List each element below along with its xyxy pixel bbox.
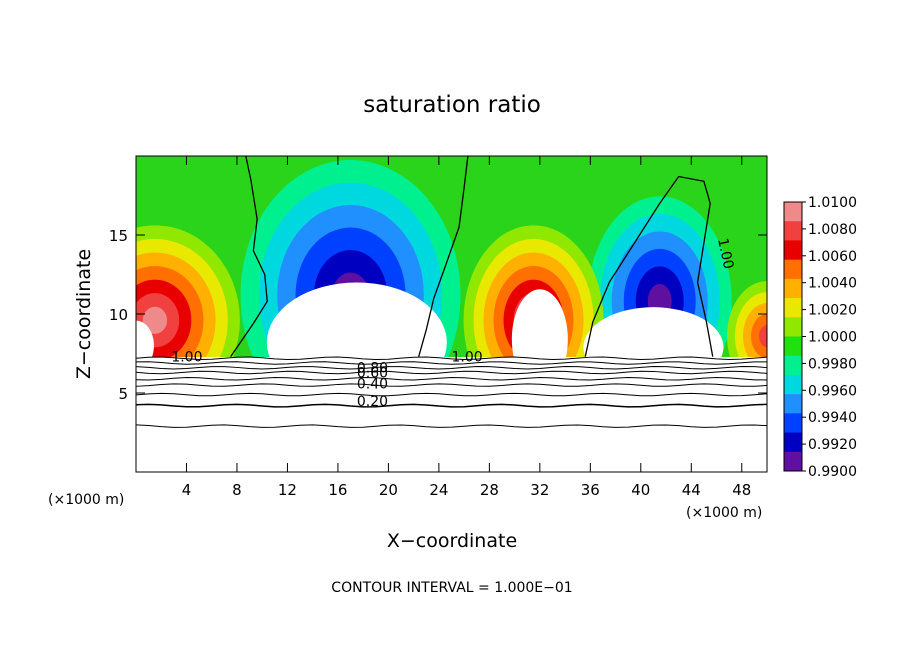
colorbar-tick-label: 1.0100 <box>808 195 857 211</box>
colorbar-swatch <box>784 317 802 337</box>
x-tick-label: 16 <box>328 481 347 499</box>
contour-line-lower <box>135 356 768 360</box>
colorbar-swatch <box>784 240 802 261</box>
colorbar-swatch <box>784 374 802 395</box>
moist-region-1-band <box>142 306 168 334</box>
contour-labels: 1.00 1.00 1.00 0.800.600.400.20 <box>171 237 736 410</box>
x-tick-label: 48 <box>732 481 751 499</box>
colorbar-swatch <box>784 259 802 280</box>
x-tick-label: 32 <box>530 481 549 499</box>
x-tick-label: 12 <box>278 481 297 499</box>
contour-line-1.00 <box>584 175 714 357</box>
colorbar-tick-label: 0.9920 <box>808 437 857 453</box>
contour-label: 0.20 <box>357 394 388 410</box>
chart-title: saturation ratio <box>363 92 541 118</box>
x-unit-left: (×1000 m) <box>48 492 124 508</box>
colorbar-tick-label: 0.9960 <box>808 383 857 399</box>
contour-line-lower <box>135 424 768 428</box>
contour-label: 1.00 <box>171 350 202 366</box>
colorbar: 1.0100 1.0080 1.0060 1.0040 1.0020 1.0000 0.99… <box>783 195 857 480</box>
contour-label: 0.40 <box>357 377 388 393</box>
y-tick-label: 5 <box>118 385 128 403</box>
saturation-field <box>136 156 767 472</box>
contour-interval-note: CONTOUR INTERVAL = 1.000E−01 <box>331 580 572 596</box>
colorbar-swatch <box>784 278 802 299</box>
x-unit-right: (×1000 m) <box>686 505 762 521</box>
y-tick-label: 10 <box>109 306 128 324</box>
colorbar-tick-label: 1.0040 <box>808 276 857 292</box>
colorbar-swatch <box>784 336 802 357</box>
colorbar-swatch <box>784 221 802 241</box>
contour-line-lower <box>135 403 768 408</box>
moist-region-3-band <box>759 325 767 348</box>
contour-line-lower <box>135 383 768 387</box>
x-tick-label: 28 <box>480 481 499 499</box>
y-tick-label: 15 <box>109 227 128 245</box>
contour-line-lower <box>135 392 768 397</box>
x-tick-label: 4 <box>182 481 192 499</box>
lower-region <box>136 357 767 472</box>
contour-label: 1.00 <box>452 350 483 366</box>
colorbar-swatch <box>784 394 802 414</box>
contour-line-1.00 <box>418 155 469 357</box>
colorbar-tick-label: 0.9980 <box>808 356 857 372</box>
colorbar-swatch <box>784 202 802 222</box>
contour-line-lower <box>135 370 768 375</box>
x-tick-label: 20 <box>379 481 398 499</box>
x-tick-label: 24 <box>429 481 448 499</box>
contour-label: 0.80 <box>357 361 388 377</box>
colorbar-tick-label: 0.9940 <box>808 410 857 426</box>
contour-line-lower <box>135 377 768 381</box>
colorbar-swatch <box>784 432 802 453</box>
contour-label: 1.00 <box>714 237 736 271</box>
contour-label: 0.60 <box>357 365 388 381</box>
x-tick-label: 44 <box>682 481 701 499</box>
x-axis-label: X−coordinate <box>387 530 517 552</box>
contour-lines <box>135 155 768 428</box>
colorbar-tick-label: 1.0020 <box>808 303 857 319</box>
colorbar-swatch <box>784 355 802 376</box>
y-axis: 5 10 15 <box>109 227 767 403</box>
x-tick-label: 40 <box>631 481 650 499</box>
colorbar-swatch <box>784 413 802 434</box>
colorbar-tick-label: 1.0000 <box>808 330 857 346</box>
contour-line-1.00 <box>230 155 268 358</box>
contour-line-lower <box>135 361 768 365</box>
colorbar-swatch <box>784 298 802 318</box>
x-axis: 4 8 12 16 20 24 28 32 36 40 44 48 <box>182 156 751 499</box>
contour-line-lower <box>135 366 768 370</box>
x-tick-label: 36 <box>581 481 600 499</box>
colorbar-tick-label: 1.0080 <box>808 222 857 238</box>
colorbar-tick-label: 0.9900 <box>808 464 857 480</box>
x-tick-label: 8 <box>232 481 242 499</box>
colorbar-swatch <box>784 451 802 472</box>
y-axis-label: Z−coordinate <box>73 249 95 379</box>
colorbar-tick-label: 1.0060 <box>808 249 857 265</box>
